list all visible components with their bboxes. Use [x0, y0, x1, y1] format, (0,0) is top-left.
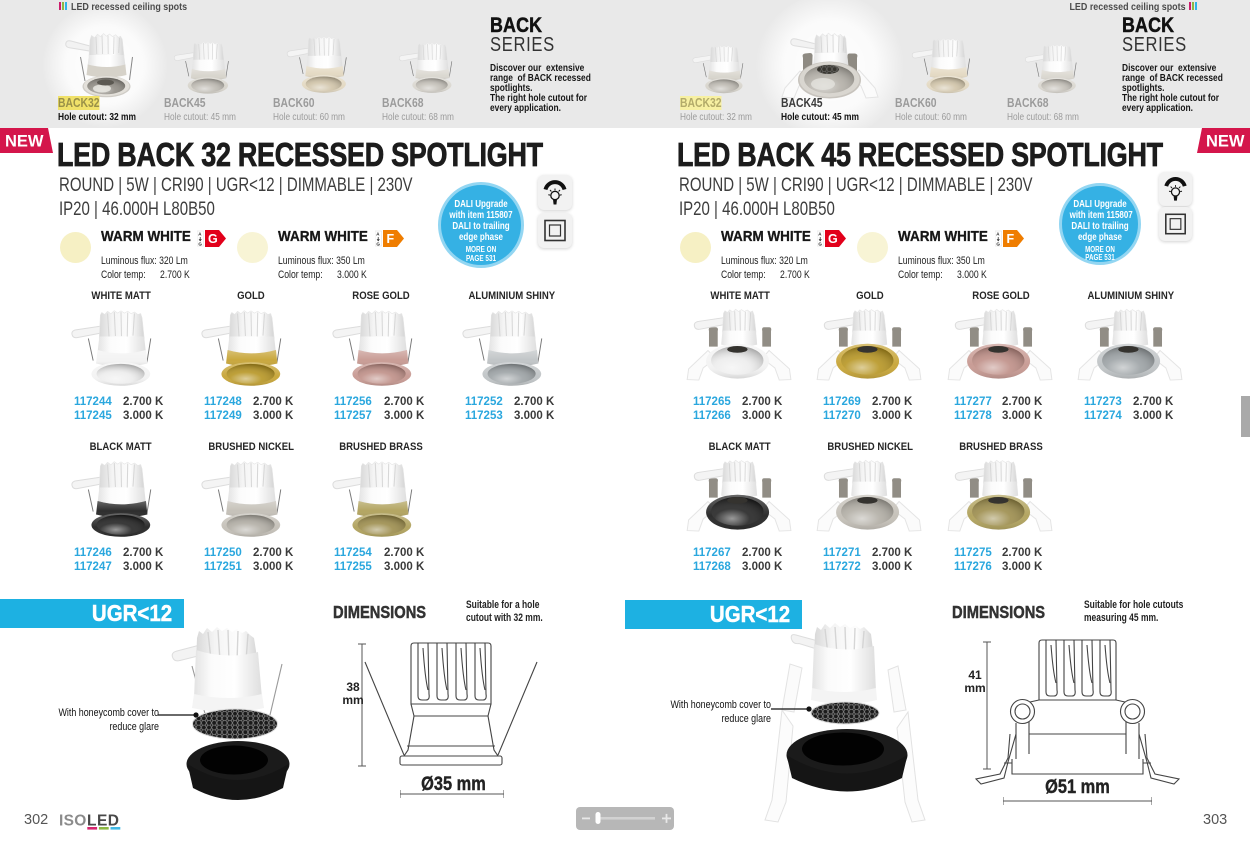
svg-text:LED: LED	[87, 813, 120, 830]
svg-text:F: F	[1007, 232, 1015, 246]
svg-text:G: G	[818, 242, 822, 247]
svg-text:ISO: ISO	[59, 813, 87, 830]
svg-text:A: A	[376, 232, 380, 237]
svg-text:G: G	[996, 242, 1000, 247]
svg-text:A: A	[996, 232, 1000, 237]
svg-text:G: G	[828, 232, 838, 246]
svg-text:G: G	[198, 242, 202, 247]
svg-text:NEW: NEW	[5, 133, 44, 151]
svg-text:NEW: NEW	[1206, 133, 1245, 151]
svg-text:G: G	[208, 232, 218, 246]
svg-text:A: A	[198, 232, 202, 237]
svg-text:G: G	[376, 242, 380, 247]
svg-text:F: F	[387, 232, 395, 246]
svg-text:A: A	[818, 232, 822, 237]
